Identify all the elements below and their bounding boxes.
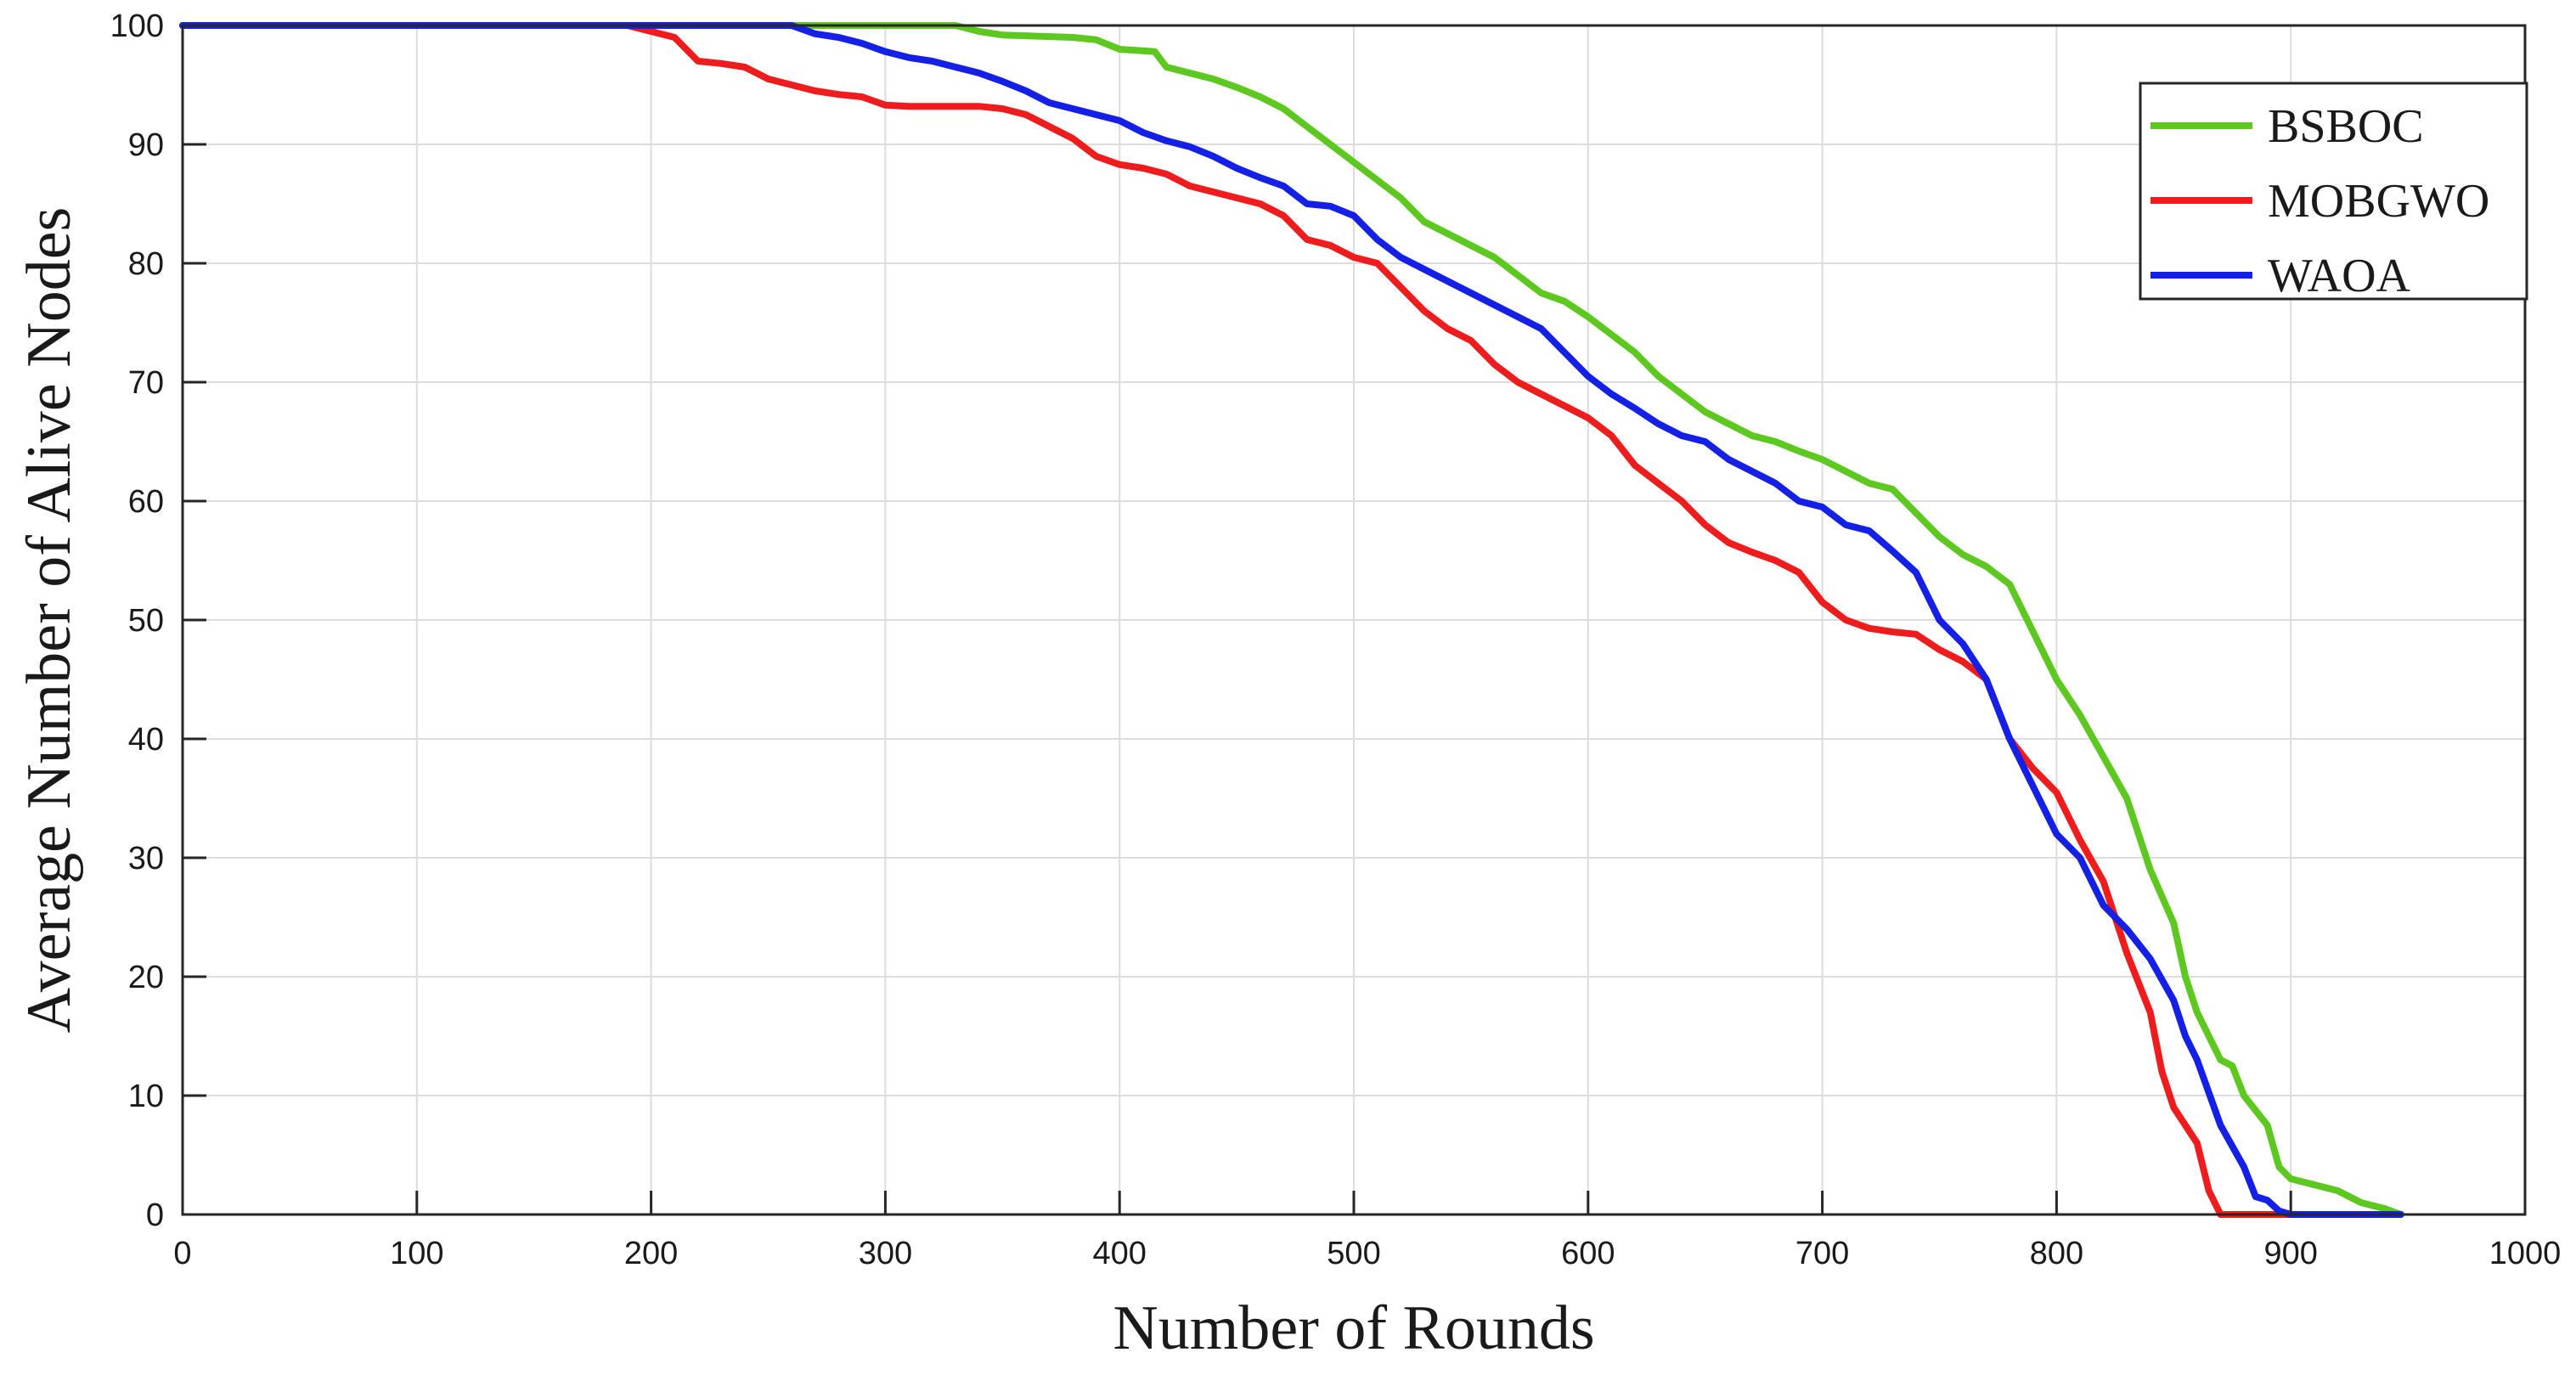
x-tick-label: 300 — [859, 1236, 912, 1271]
y-tick-labels: 0 10 20 30 40 50 60 70 80 90 100 — [110, 8, 164, 1233]
series-line-waoa — [179, 22, 2404, 1218]
legend-label-waoa: WAOA — [2268, 250, 2411, 302]
x-tick-label: 0 — [173, 1236, 191, 1271]
series-lines — [179, 22, 2404, 1218]
y-tick-label: 0 — [146, 1197, 164, 1233]
legend-label-mobgwo: MOBGWO — [2268, 175, 2489, 228]
y-tick-label: 40 — [128, 722, 164, 758]
x-tick-label: 100 — [390, 1236, 443, 1271]
x-axis-title: Number of Rounds — [1113, 1293, 1594, 1363]
y-tick-label: 90 — [128, 127, 164, 163]
y-tick-label: 60 — [128, 484, 164, 520]
x-tick-label: 500 — [1327, 1236, 1380, 1271]
x-tick-label: 400 — [1092, 1236, 1146, 1271]
y-tick-label: 70 — [128, 365, 164, 401]
x-tick-label: 900 — [2263, 1236, 2317, 1271]
x-tick-label: 700 — [1795, 1236, 1849, 1271]
x-tick-label: 1000 — [2489, 1236, 2562, 1271]
y-tick-label: 80 — [128, 246, 164, 282]
x-tick-label: 200 — [624, 1236, 678, 1271]
series-line-bsboc — [179, 22, 2404, 1218]
x-tick-labels: 0 100 200 300 400 500 600 700 800 900 1000 — [173, 1236, 2561, 1271]
legend-box — [2139, 82, 2528, 301]
legend-label-bsboc: BSBOC — [2268, 100, 2424, 153]
y-tick-label: 30 — [128, 841, 164, 876]
x-tick-label: 600 — [1561, 1236, 1615, 1271]
axis-ticks — [181, 24, 2527, 1216]
y-tick-label: 10 — [128, 1079, 164, 1114]
y-tick-label: 100 — [110, 8, 164, 44]
y-tick-label: 50 — [128, 603, 164, 639]
x-tick-label: 800 — [2030, 1236, 2083, 1271]
y-axis-title: Average Number of Alive Nodes — [14, 207, 84, 1034]
legend: BSBOC MOBGWO WAOA — [2139, 82, 2528, 302]
y-tick-label: 20 — [128, 960, 164, 995]
